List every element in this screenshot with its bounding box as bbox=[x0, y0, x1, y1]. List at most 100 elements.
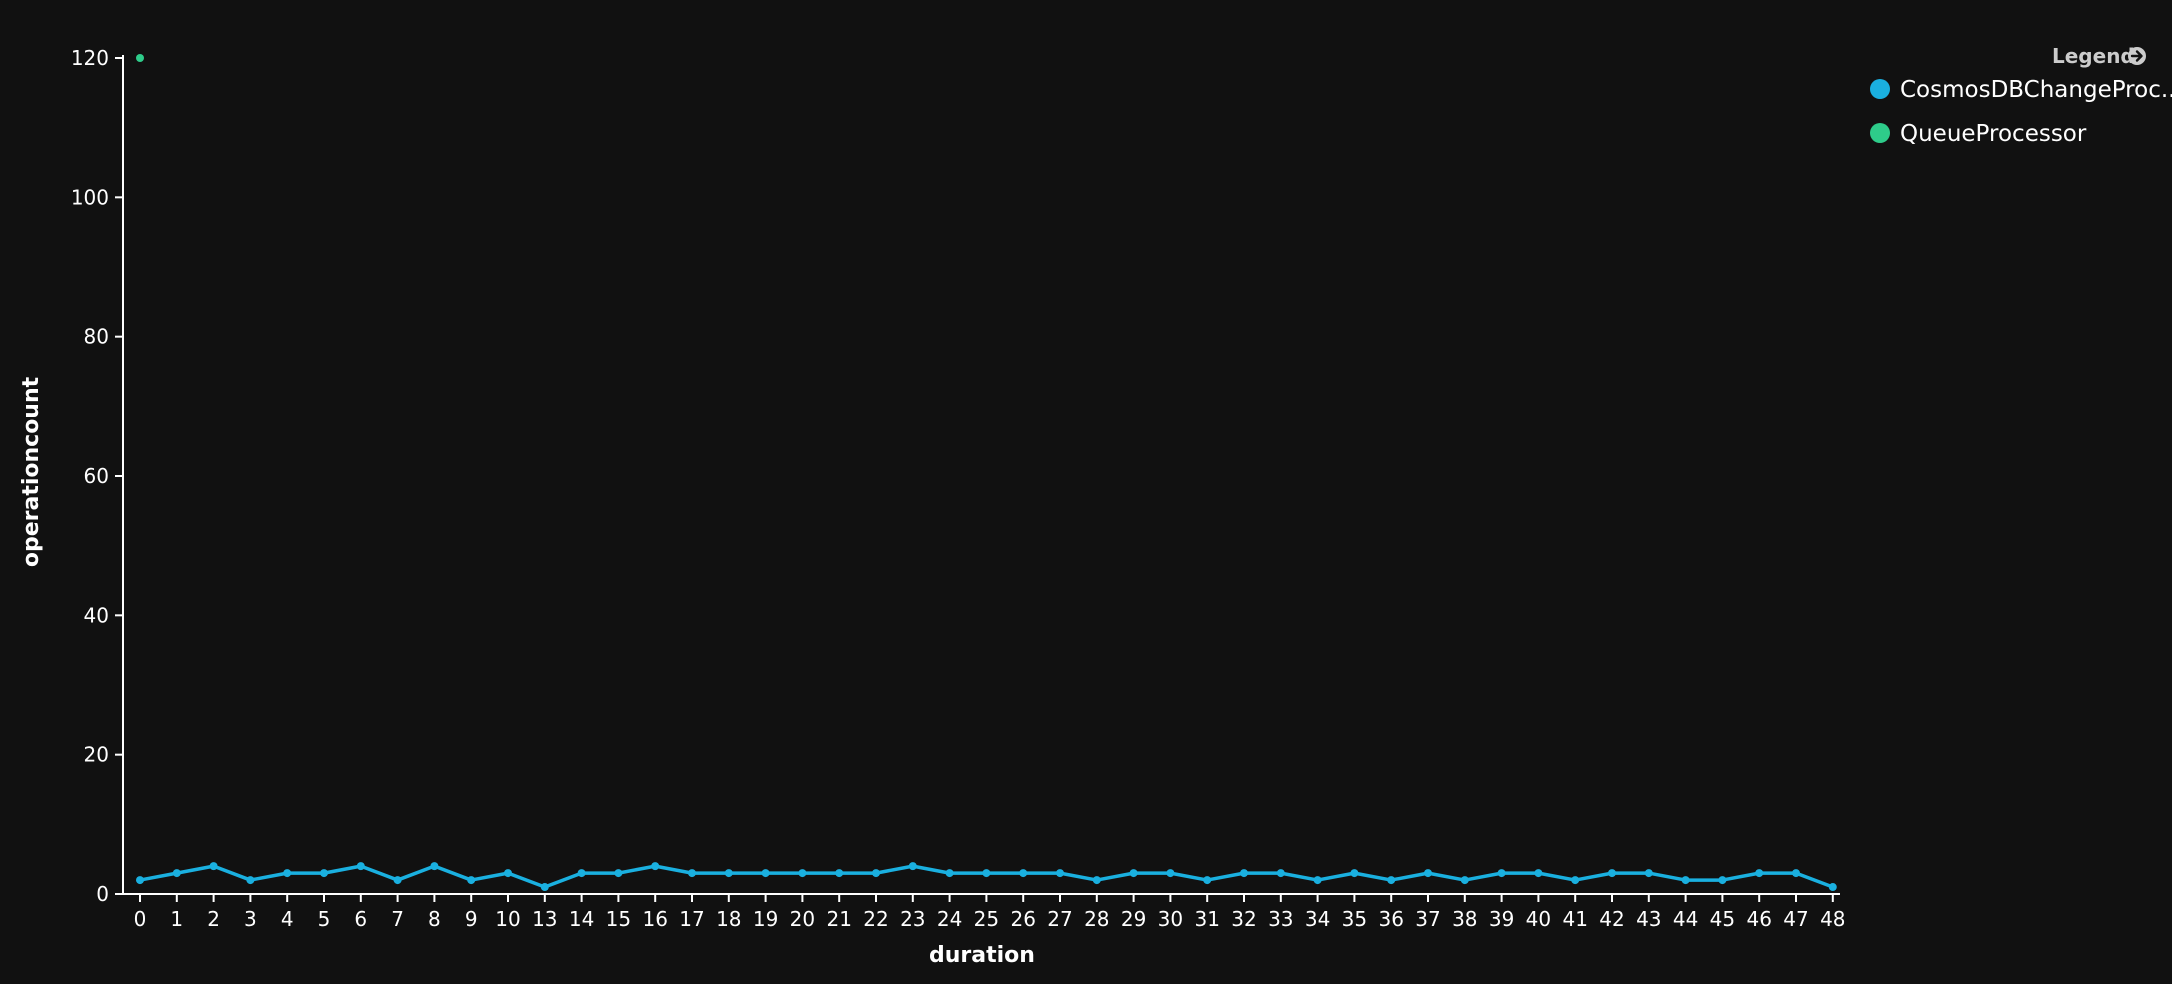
data-point[interactable] bbox=[430, 862, 439, 871]
x-tick-label: 32 bbox=[1231, 907, 1256, 931]
x-tick-label: 43 bbox=[1636, 907, 1661, 931]
x-tick-label: 17 bbox=[679, 907, 704, 931]
y-tick-label: 0 bbox=[96, 882, 109, 906]
y-tick-label: 100 bbox=[71, 185, 109, 209]
data-point[interactable] bbox=[1534, 869, 1543, 878]
data-point[interactable] bbox=[945, 869, 954, 878]
data-point[interactable] bbox=[651, 862, 660, 871]
legend-label: CosmosDBChangeProc... bbox=[1900, 77, 2172, 103]
data-point[interactable] bbox=[1424, 869, 1432, 878]
data-point[interactable] bbox=[1608, 869, 1616, 878]
x-tick-label: 40 bbox=[1526, 907, 1551, 931]
data-point[interactable] bbox=[1092, 876, 1101, 885]
x-tick-label: 13 bbox=[532, 907, 557, 931]
data-point[interactable] bbox=[835, 869, 844, 878]
x-tick-label: 36 bbox=[1378, 907, 1403, 931]
x-tick-label: 42 bbox=[1599, 907, 1624, 931]
x-tick-label: 6 bbox=[354, 907, 367, 931]
x-tick-label: 46 bbox=[1746, 907, 1771, 931]
data-point[interactable] bbox=[1350, 869, 1359, 878]
data-point[interactable] bbox=[614, 869, 623, 878]
data-point[interactable] bbox=[1792, 869, 1800, 878]
data-point[interactable] bbox=[1644, 869, 1653, 878]
x-tick-label: 14 bbox=[569, 907, 594, 931]
data-point[interactable] bbox=[724, 869, 733, 878]
data-point[interactable] bbox=[246, 876, 255, 885]
x-tick-label: 39 bbox=[1489, 907, 1514, 931]
legend-item[interactable]: CosmosDBChangeProc... bbox=[1870, 77, 2172, 103]
data-point[interactable] bbox=[467, 876, 476, 885]
x-tick-label: 7 bbox=[391, 907, 404, 931]
data-point[interactable] bbox=[1681, 876, 1690, 885]
legend-title: Legend bbox=[2052, 44, 2135, 68]
x-tick-label: 30 bbox=[1158, 907, 1183, 931]
x-tick-label: 3 bbox=[244, 907, 257, 931]
data-point[interactable] bbox=[1203, 876, 1212, 885]
data-point[interactable] bbox=[688, 869, 696, 878]
x-tick-label: 27 bbox=[1047, 907, 1072, 931]
data-point[interactable] bbox=[798, 869, 807, 878]
x-tick-label: 28 bbox=[1084, 907, 1109, 931]
data-point[interactable] bbox=[540, 883, 549, 892]
x-tick-label: 34 bbox=[1305, 907, 1330, 931]
y-tick-label: 20 bbox=[84, 743, 109, 767]
data-point[interactable] bbox=[1240, 869, 1248, 878]
x-tick-label: 8 bbox=[428, 907, 441, 931]
x-tick-label: 4 bbox=[281, 907, 294, 931]
data-point[interactable] bbox=[1166, 869, 1175, 878]
legend-item[interactable]: QueueProcessor bbox=[1870, 121, 2087, 147]
data-point[interactable] bbox=[1019, 869, 1028, 878]
data-point[interactable] bbox=[136, 54, 144, 62]
legend-swatch-icon bbox=[1870, 79, 1890, 99]
data-point[interactable] bbox=[761, 869, 770, 878]
data-point[interactable] bbox=[1276, 869, 1285, 878]
data-point[interactable] bbox=[1387, 876, 1396, 885]
x-tick-label: 20 bbox=[790, 907, 815, 931]
x-tick-label: 35 bbox=[1342, 907, 1367, 931]
data-point[interactable] bbox=[283, 869, 292, 878]
series-1 bbox=[136, 54, 144, 62]
data-point[interactable] bbox=[1571, 876, 1580, 885]
data-point[interactable] bbox=[1460, 876, 1469, 885]
data-point[interactable] bbox=[577, 869, 586, 878]
data-point[interactable] bbox=[320, 869, 328, 878]
x-tick-label: 21 bbox=[826, 907, 851, 931]
data-point[interactable] bbox=[504, 869, 512, 878]
data-point[interactable] bbox=[982, 869, 991, 878]
data-point[interactable] bbox=[1056, 869, 1064, 878]
x-tick-label: 9 bbox=[465, 907, 478, 931]
data-point[interactable] bbox=[356, 862, 365, 871]
data-point[interactable] bbox=[1718, 876, 1727, 885]
x-tick-label: 18 bbox=[716, 907, 741, 931]
legend-toggle-icon[interactable] bbox=[2128, 47, 2146, 65]
data-point[interactable] bbox=[393, 876, 402, 885]
data-point[interactable] bbox=[1755, 869, 1764, 878]
data-point[interactable] bbox=[172, 869, 181, 878]
data-point[interactable] bbox=[1497, 869, 1506, 878]
x-axis-title: duration bbox=[929, 943, 1035, 968]
data-point[interactable] bbox=[209, 862, 218, 871]
y-tick-label: 120 bbox=[71, 46, 109, 70]
y-tick-label: 60 bbox=[84, 464, 109, 488]
data-point[interactable] bbox=[1828, 883, 1837, 892]
x-tick-label: 29 bbox=[1121, 907, 1146, 931]
legend-swatch-icon bbox=[1870, 123, 1890, 143]
legend: Legend CosmosDBChangeProc... QueueProcess… bbox=[1870, 44, 2172, 147]
data-point[interactable] bbox=[1313, 876, 1322, 885]
x-tick-label: 31 bbox=[1194, 907, 1219, 931]
x-tick-label: 1 bbox=[170, 907, 183, 931]
x-tick-label: 48 bbox=[1820, 907, 1845, 931]
data-point[interactable] bbox=[1129, 869, 1138, 878]
data-point[interactable] bbox=[136, 876, 144, 885]
x-tick-label: 33 bbox=[1268, 907, 1293, 931]
y-ticks: 0 20 40 60 80 100 120 bbox=[71, 46, 123, 906]
x-tick-label: 10 bbox=[495, 907, 520, 931]
legend-items: CosmosDBChangeProc... QueueProcessor bbox=[1870, 77, 2172, 147]
x-tick-label: 5 bbox=[318, 907, 331, 931]
data-point[interactable] bbox=[872, 869, 880, 878]
data-point[interactable] bbox=[908, 862, 917, 871]
series-0 bbox=[136, 862, 1837, 892]
legend-label: QueueProcessor bbox=[1900, 121, 2087, 147]
